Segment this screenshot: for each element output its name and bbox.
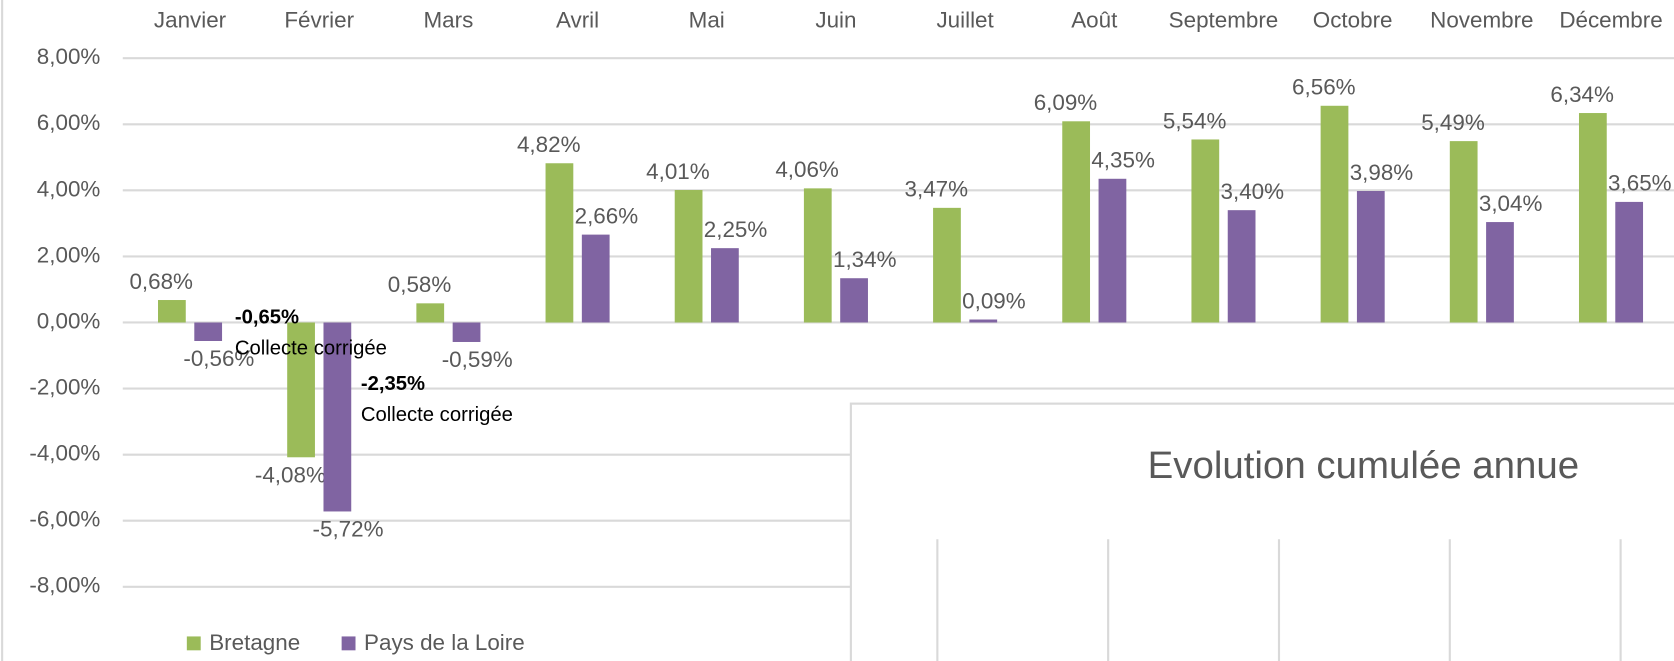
data-label: -0,59% xyxy=(442,347,513,372)
data-label: 4,06% xyxy=(775,157,839,182)
y-tick-label: -8,00% xyxy=(29,573,100,598)
chart-title: Evolution cumulée annue xyxy=(1148,444,1579,487)
data-label: 5,49% xyxy=(1421,110,1485,135)
legend-swatch xyxy=(341,636,356,651)
bar xyxy=(323,322,352,512)
x-tick-label: Avril xyxy=(556,7,599,32)
bar xyxy=(158,300,186,323)
bar xyxy=(452,322,481,342)
data-label: 2,66% xyxy=(575,203,639,228)
bar xyxy=(1098,178,1127,323)
y-tick-label: -2,00% xyxy=(29,374,100,399)
chart-panel xyxy=(849,402,1674,661)
x-tick-label: Décembre xyxy=(1559,7,1662,32)
data-label: 0,58% xyxy=(388,272,452,297)
y-tick-label: 6,00% xyxy=(37,110,101,135)
data-label: 4,01% xyxy=(646,159,710,184)
data-label: 3,65% xyxy=(1608,171,1672,196)
bar xyxy=(840,278,868,323)
bar xyxy=(1062,121,1091,323)
bar xyxy=(1486,222,1514,323)
bar xyxy=(674,190,703,323)
x-tick-label: Mai xyxy=(689,7,725,32)
x-tick-label: Janvier xyxy=(154,7,227,32)
x-tick-label: Février xyxy=(284,7,354,32)
x-tick-label: Novembre xyxy=(1430,7,1533,32)
legend-swatch xyxy=(186,636,201,651)
bar xyxy=(1578,113,1607,323)
data-label: -0,56% xyxy=(183,346,254,371)
bar xyxy=(969,319,998,323)
x-tick-label: Août xyxy=(1071,7,1118,32)
annotation-value: -2,35% xyxy=(361,373,425,395)
data-label: 1,34% xyxy=(833,247,897,272)
bar xyxy=(1615,201,1644,323)
x-tick-label: Septembre xyxy=(1169,7,1279,32)
data-label: 3,98% xyxy=(1350,160,1414,185)
y-tick-label: 2,00% xyxy=(37,242,101,267)
data-label: 6,09% xyxy=(1034,90,1098,115)
bar xyxy=(287,322,315,458)
bar xyxy=(581,234,610,323)
annotation-value: -0,65% xyxy=(235,307,299,329)
x-tick-label: Juillet xyxy=(936,7,994,32)
x-tick-label: Octobre xyxy=(1313,7,1393,32)
bar xyxy=(416,303,445,323)
data-label: -5,72% xyxy=(313,517,384,542)
annotation-text: Collecte corrigée xyxy=(361,404,513,426)
legend-label: Bretagne xyxy=(209,630,300,655)
bar xyxy=(1227,210,1256,323)
bar xyxy=(711,248,739,323)
bar xyxy=(933,207,961,323)
annotation-text: Collecte corrigée xyxy=(235,338,387,360)
data-label: -4,08% xyxy=(255,462,326,487)
bar xyxy=(1191,139,1220,323)
data-label: 4,82% xyxy=(517,132,581,157)
bar xyxy=(1356,191,1385,323)
data-label: 2,25% xyxy=(704,217,768,242)
data-label: 3,04% xyxy=(1479,191,1543,216)
data-label: 6,56% xyxy=(1292,75,1356,100)
x-tick-label: Mars xyxy=(423,7,473,32)
data-label: 3,40% xyxy=(1221,179,1285,204)
y-tick-label: -4,00% xyxy=(29,441,100,466)
data-label: 3,47% xyxy=(905,177,969,202)
y-tick-label: 0,00% xyxy=(37,308,101,333)
legend-label: Pays de la Loire xyxy=(364,630,525,655)
x-tick-label: Juin xyxy=(815,7,856,32)
y-tick-label: 4,00% xyxy=(37,176,101,201)
bar xyxy=(1320,105,1349,323)
data-label: 0,68% xyxy=(129,269,193,294)
bar xyxy=(803,188,832,323)
bar xyxy=(194,322,223,341)
bar xyxy=(1449,141,1478,323)
data-label: 0,09% xyxy=(962,288,1026,313)
y-tick-label: -6,00% xyxy=(29,507,100,532)
bar xyxy=(545,163,574,323)
y-tick-label: 8,00% xyxy=(37,44,101,69)
data-label: 4,35% xyxy=(1091,148,1155,173)
data-label: 6,34% xyxy=(1550,82,1614,107)
data-label: 5,54% xyxy=(1163,108,1227,133)
